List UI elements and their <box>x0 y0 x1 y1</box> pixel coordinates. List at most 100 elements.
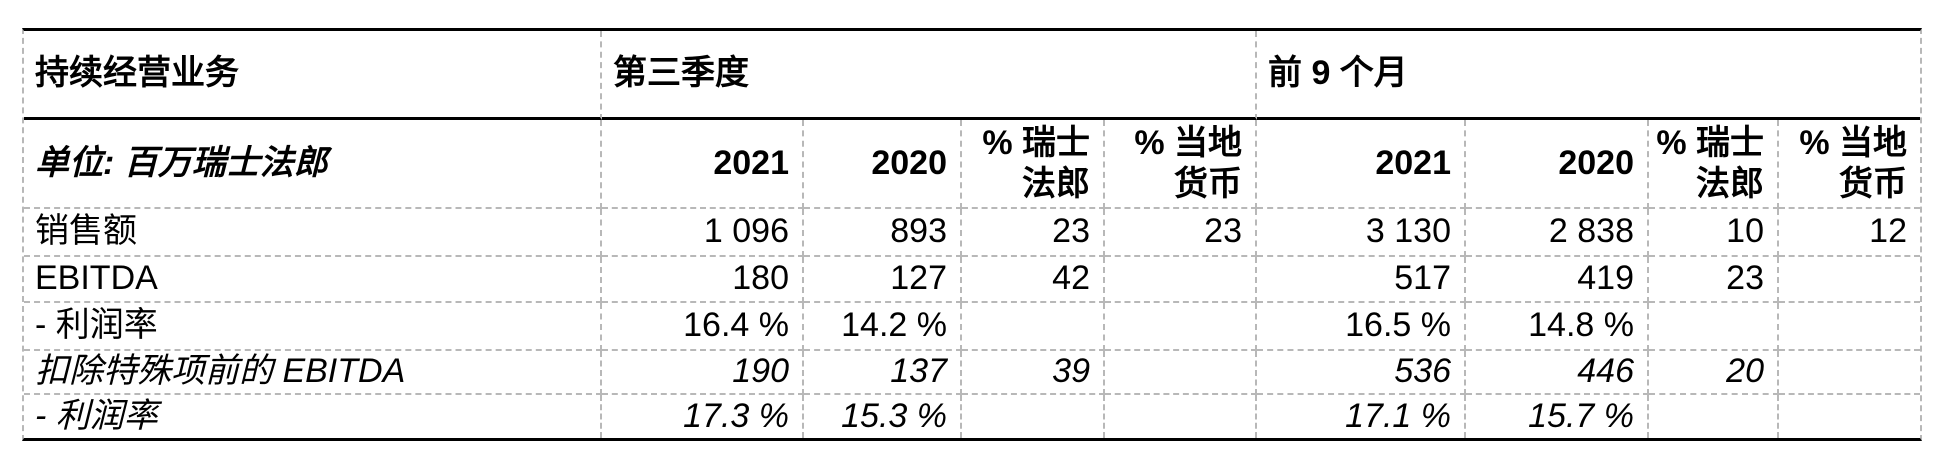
row-label: EBITDA <box>35 259 158 298</box>
value-cell <box>1779 257 1920 303</box>
col-header-label: % 当地 货币 <box>1799 124 1907 203</box>
value-cell: 14.8 % <box>1466 303 1649 351</box>
value-cell: 17.1 % <box>1257 395 1466 438</box>
value: 137 <box>890 352 947 391</box>
value: 127 <box>890 259 947 298</box>
value-cell: 137 <box>804 351 962 395</box>
value-cell <box>1105 395 1257 438</box>
value-cell: 39 <box>962 351 1105 395</box>
value: 14.2 % <box>841 306 947 345</box>
row-label-ebitda-before-special-items: 扣除特殊项前的 EBITDA <box>24 351 602 395</box>
value-cell: 42 <box>962 257 1105 303</box>
value: 15.7 % <box>1528 396 1634 435</box>
row-label: - 利润率 <box>35 306 158 345</box>
section-header-9-months: 前 9 个月 <box>1257 31 1920 120</box>
value: 180 <box>732 259 789 298</box>
row-label: 扣除特殊项前的 EBITDA <box>35 352 406 391</box>
value-cell: 536 <box>1257 351 1466 395</box>
value: 517 <box>1394 259 1451 298</box>
value: 15.3 % <box>841 396 947 435</box>
col-header-q3-2021: 2021 <box>602 120 804 209</box>
value-cell: 15.3 % <box>804 395 962 438</box>
col-header-9m-pct-chf: % 瑞士 法郎 <box>1649 120 1779 209</box>
value: 23 <box>1204 212 1242 251</box>
value-cell: 190 <box>602 351 804 395</box>
value-cell: 419 <box>1466 257 1649 303</box>
value: 10 <box>1726 212 1764 251</box>
value-cell <box>962 303 1105 351</box>
col-header-9m-pct-local: % 当地 货币 <box>1779 120 1920 209</box>
value-cell: 3 130 <box>1257 209 1466 257</box>
value-cell: 2 838 <box>1466 209 1649 257</box>
value: 42 <box>1052 259 1090 298</box>
row-label: 销售额 <box>35 212 137 251</box>
value-cell: 180 <box>602 257 804 303</box>
row-label-ebitda-margin: - 利润率 <box>24 303 602 351</box>
value: 536 <box>1394 352 1451 391</box>
col-header-q3-pct-chf: % 瑞士 法郎 <box>962 120 1105 209</box>
col-header-9m-2021: 2021 <box>1257 120 1466 209</box>
col-header-q3-2020: 2020 <box>804 120 962 209</box>
unit-header-cell: 单位: 百万瑞士法郎 <box>24 120 602 209</box>
section-header-q3: 第三季度 <box>602 31 1257 120</box>
value-cell: 12 <box>1779 209 1920 257</box>
value-cell: 893 <box>804 209 962 257</box>
value-cell <box>1779 303 1920 351</box>
value: 12 <box>1869 212 1907 251</box>
value-cell: 16.5 % <box>1257 303 1466 351</box>
row-label-special-items-margin: - 利润率 <box>24 395 602 438</box>
section-header-label: 持续经营业务 <box>35 54 239 93</box>
value-cell <box>1649 303 1779 351</box>
financial-results-table: 持续经营业务 第三季度 前 9 个月 单位: 百万瑞士法郎 2021 2020 … <box>22 28 1922 441</box>
col-header-label: 2021 <box>713 143 789 182</box>
col-header-label: % 瑞士 法郎 <box>982 124 1090 203</box>
value: 3 130 <box>1365 212 1451 251</box>
col-header-label: % 当地 货币 <box>1134 124 1242 203</box>
unit-label: 单位: 百万瑞士法郎 <box>35 143 328 182</box>
value-cell <box>1779 395 1920 438</box>
value: 446 <box>1577 352 1634 391</box>
value-cell: 15.7 % <box>1466 395 1649 438</box>
value-cell: 446 <box>1466 351 1649 395</box>
value: 17.1 % <box>1345 396 1451 435</box>
value: 14.8 % <box>1528 306 1634 345</box>
col-header-label: % 瑞士 法郎 <box>1656 124 1764 203</box>
value-cell: 16.4 % <box>602 303 804 351</box>
col-header-label: 2020 <box>1558 143 1634 182</box>
value-cell: 127 <box>804 257 962 303</box>
col-header-label: 2021 <box>1375 143 1451 182</box>
col-header-9m-2020: 2020 <box>1466 120 1649 209</box>
section-header-continuing-operations: 持续经营业务 <box>24 31 602 120</box>
value-cell: 517 <box>1257 257 1466 303</box>
value: 2 838 <box>1548 212 1634 251</box>
value: 16.4 % <box>683 306 789 345</box>
value-cell: 1 096 <box>602 209 804 257</box>
value-cell <box>1779 351 1920 395</box>
value-cell: 23 <box>1649 257 1779 303</box>
value-cell: 20 <box>1649 351 1779 395</box>
value: 39 <box>1052 352 1090 391</box>
row-label-ebitda: EBITDA <box>24 257 602 303</box>
value: 23 <box>1726 259 1764 298</box>
value-cell: 10 <box>1649 209 1779 257</box>
value-cell <box>1649 395 1779 438</box>
col-header-label: 2020 <box>871 143 947 182</box>
value: 419 <box>1577 259 1634 298</box>
value: 893 <box>890 212 947 251</box>
value-cell: 23 <box>962 209 1105 257</box>
value-cell <box>962 395 1105 438</box>
value-cell <box>1105 351 1257 395</box>
row-label-sales: 销售额 <box>24 209 602 257</box>
value: 16.5 % <box>1345 306 1451 345</box>
value: 1 096 <box>703 212 789 251</box>
value-cell <box>1105 257 1257 303</box>
section-header-9m-label: 前 9 个月 <box>1268 54 1408 93</box>
value-cell: 17.3 % <box>602 395 804 438</box>
value: 17.3 % <box>683 396 789 435</box>
col-header-q3-pct-local: % 当地 货币 <box>1105 120 1257 209</box>
value-cell: 23 <box>1105 209 1257 257</box>
value: 20 <box>1726 352 1764 391</box>
section-header-q3-label: 第三季度 <box>613 54 749 93</box>
value-cell: 14.2 % <box>804 303 962 351</box>
